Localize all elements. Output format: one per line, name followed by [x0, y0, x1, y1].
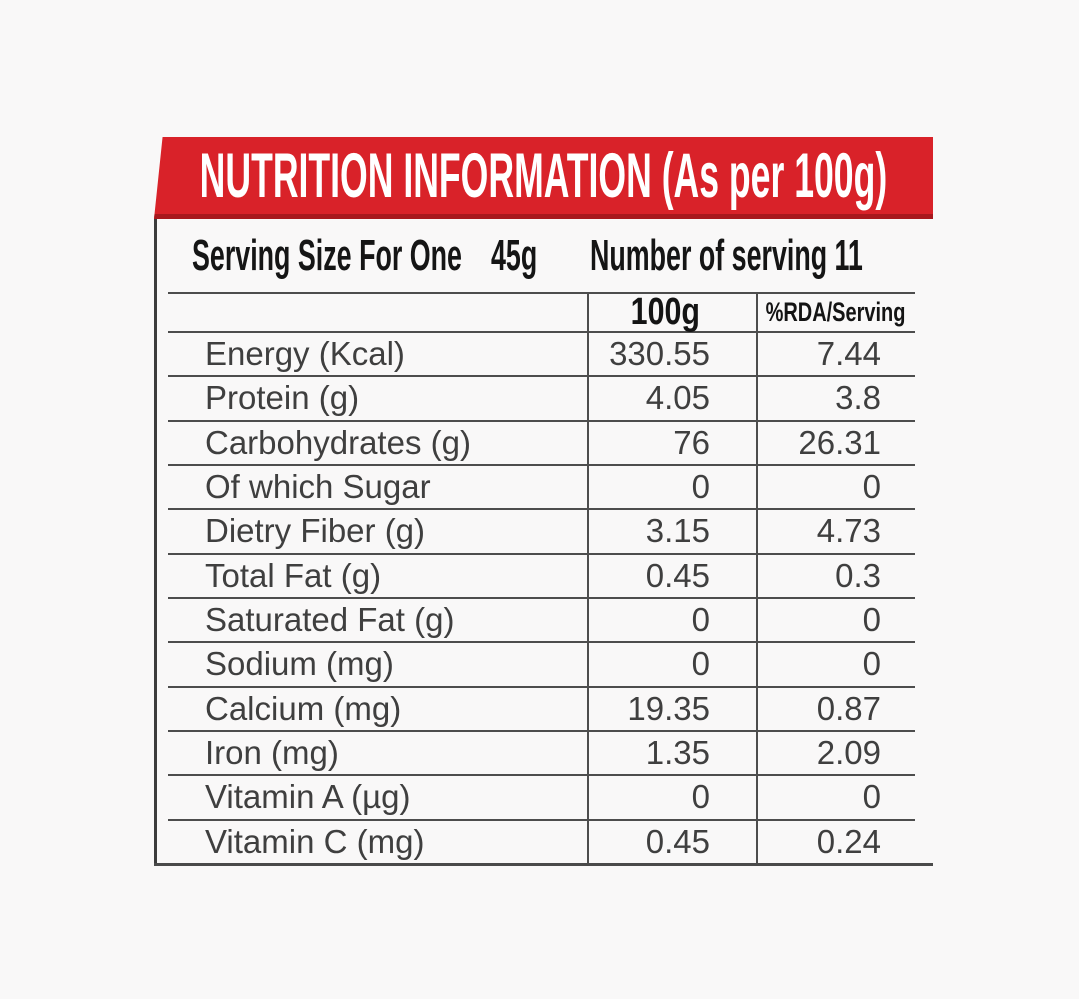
row-rda-value: 0.24: [816, 822, 881, 860]
row-per100g-value: 0: [691, 645, 710, 683]
row-rda-value: 0: [862, 468, 881, 506]
row-label: Total Fat (g): [205, 556, 382, 594]
row-label: Calcium (mg): [205, 689, 402, 727]
serving-size-label: Serving Size For One: [192, 230, 462, 280]
table-row-protein: Protein (g) 4.05 3.8: [168, 375, 915, 419]
row-rda-value: 0: [862, 601, 881, 639]
row-per100g-value: 330.55: [609, 335, 710, 373]
header-per-100g-label: 100g: [630, 291, 700, 333]
row-per100g-value: 1.35: [645, 734, 710, 772]
row-label: Carbohydrates (g): [205, 423, 471, 461]
table-row-total-fat: Total Fat (g) 0.45 0.3: [168, 552, 915, 597]
header-per-100g-cell: 100g: [589, 291, 757, 333]
table-header-row: 100g %RDA/Serving: [168, 291, 915, 333]
table-left-border: [154, 219, 157, 866]
row-label: Sodium (mg): [205, 645, 394, 683]
table-row-energy: Energy (Kcal) 330.55 7.44: [168, 331, 915, 375]
row-rda-value: 3.8: [835, 379, 881, 417]
row-per100g-value: 76: [673, 423, 710, 461]
row-per100g-value: 0.45: [645, 556, 710, 594]
row-rda-value: 26.31: [798, 423, 881, 461]
table-row-saturated-fat: Saturated Fat (g) 0 0: [168, 596, 915, 641]
number-of-servings: Number of serving 11: [590, 231, 863, 281]
table-row-iron: Iron (mg) 1.35 2.09: [168, 729, 915, 774]
row-rda-value: 4.73: [816, 512, 881, 550]
table-row-vitamin-a: Vitamin A (µg) 0 0: [168, 774, 915, 818]
row-label: Dietry Fiber (g): [205, 512, 426, 550]
row-label: Vitamin C (mg): [205, 822, 425, 860]
row-per100g-value: 0: [691, 601, 710, 639]
number-of-servings-label: Number of serving: [590, 230, 828, 280]
nutrition-table: 100g %RDA/Serving Energy (Kcal) 330.55 7…: [168, 291, 915, 863]
row-label: Vitamin A (µg): [205, 778, 411, 816]
number-of-servings-value: 11: [834, 230, 863, 280]
row-per100g-value: 0: [691, 778, 710, 816]
banner: NUTRITION INFORMATION (As per 100g): [154, 137, 933, 219]
table-bottom-border: [154, 863, 933, 866]
header-rda-cell: %RDA/Serving: [757, 294, 915, 331]
table-row-vitamin-c: Vitamin C (mg) 0.45 0.24: [168, 818, 915, 863]
row-per100g-value: 0.45: [645, 822, 710, 860]
row-rda-value: 7.44: [816, 335, 881, 373]
row-rda-value: 2.09: [816, 734, 881, 772]
table-row-dietary-fiber: Dietry Fiber (g) 3.15 4.73: [168, 508, 915, 552]
row-label: Protein (g): [205, 379, 360, 417]
table-row-sugar: Of which Sugar 0 0: [168, 463, 915, 508]
row-rda-value: 0.87: [816, 689, 881, 727]
serving-info-row: Serving Size For One 45g Number of servi…: [154, 219, 933, 292]
header-nutrient-cell: [168, 294, 589, 331]
row-per100g-value: 19.35: [627, 689, 710, 727]
row-per100g-value: 3.15: [645, 512, 710, 550]
column-separator-2: [756, 292, 758, 863]
row-rda-value: 0: [862, 778, 881, 816]
row-label: Iron (mg): [205, 734, 339, 772]
row-per100g-value: 0: [691, 468, 710, 506]
table-row-sodium: Sodium (mg) 0 0: [168, 641, 915, 685]
row-label: Energy (Kcal): [205, 335, 405, 373]
column-separator-1: [587, 292, 589, 863]
row-label: Saturated Fat (g): [205, 601, 455, 639]
table-row-calcium: Calcium (mg) 19.35 0.87: [168, 685, 915, 730]
row-rda-value: 0: [862, 645, 881, 683]
row-rda-value: 0.3: [835, 556, 881, 594]
banner-title: NUTRITION INFORMATION (As per 100g): [199, 140, 888, 211]
row-label: Of which Sugar: [205, 468, 431, 506]
header-rda-label: %RDA/Serving: [766, 297, 906, 327]
row-per100g-value: 4.05: [645, 379, 710, 417]
table-row-carbohydrates: Carbohydrates (g) 76 26.31: [168, 419, 915, 464]
serving-size-value: 45g: [491, 230, 538, 280]
